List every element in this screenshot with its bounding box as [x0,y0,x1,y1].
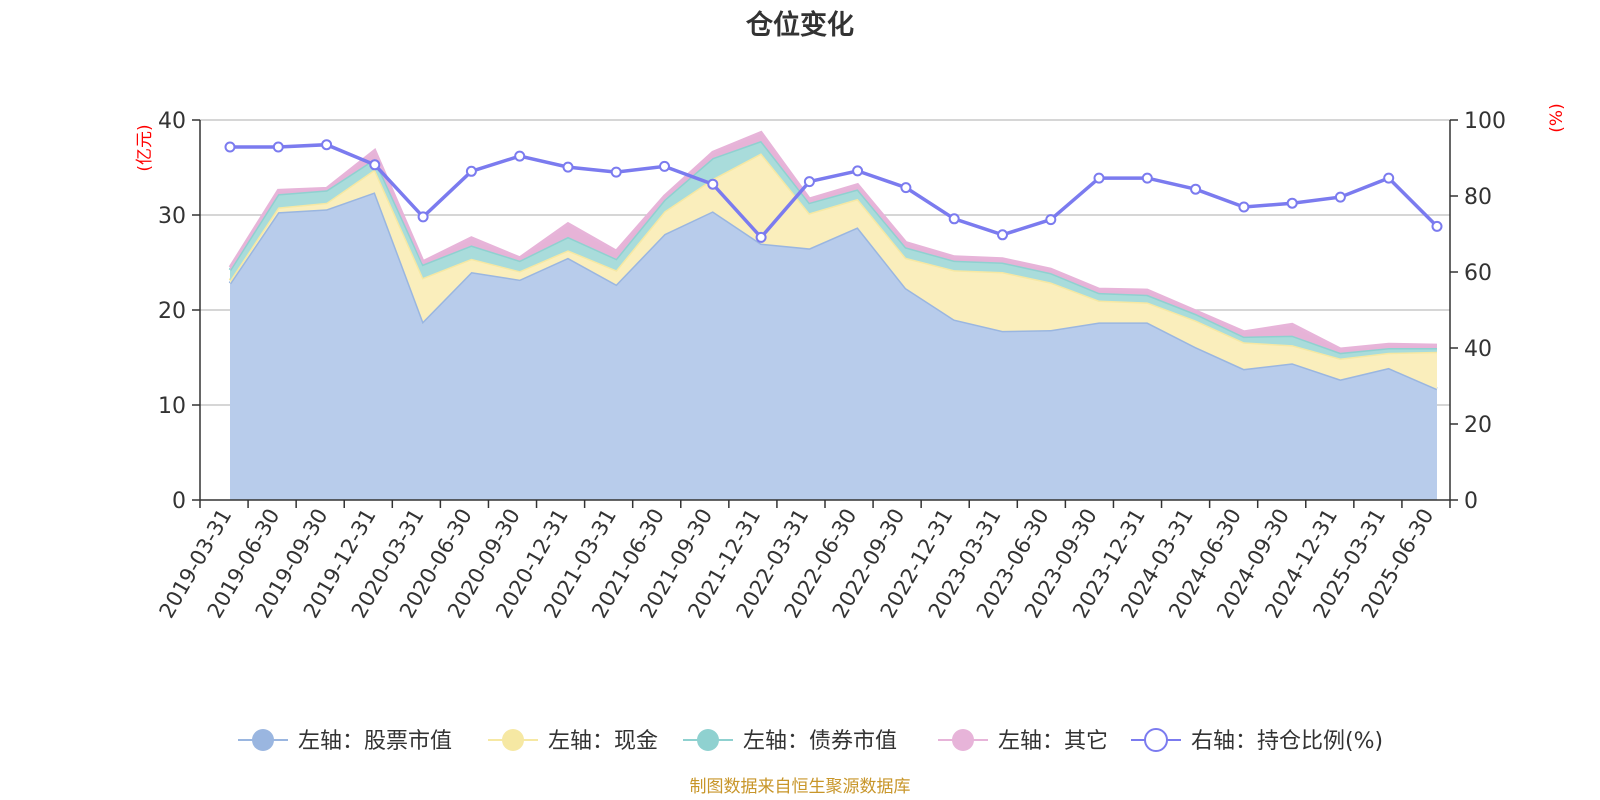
right-y-tick-label: 20 [1464,413,1492,438]
left-y-tick-label: 30 [158,204,186,229]
ratio-line-point [1045,214,1057,226]
left-y-tick-label: 10 [158,394,186,419]
legend-label: 左轴：现金 [548,729,658,754]
area-series-2 [230,153,1437,389]
right-y-tick-label: 40 [1464,337,1492,362]
legend-label: 左轴：债券市值 [743,729,897,754]
ratio-line-point [1431,220,1443,232]
legend-circle-marker [502,729,524,751]
legend-label: 左轴：股票市值 [298,729,452,754]
legend-item-3: 左轴：债券市值 [683,729,897,754]
legend-item-2: 左轴：现金 [488,729,658,754]
legend: 左轴：股票市值 左轴：现金 左轴：债券市值 左轴：其它 右轴：持仓比例(%) [238,728,1383,754]
ratio-line-point [1093,172,1105,184]
legend-item-1: 左轴：股票市值 [238,729,452,754]
ratio-line-point [852,165,864,177]
right-y-tick-label: 80 [1464,185,1492,210]
ratio-line-point [417,211,429,223]
ratio-line-point [1238,201,1250,213]
area-series-4 [230,132,1437,353]
ratio-line-path [230,142,1439,241]
ratio-line-point [465,165,477,177]
legend-item-4: 左轴：其它 [938,729,1108,754]
data-source-note: 制图数据来自恒生聚源数据库 [690,777,911,797]
legend-circle-marker [252,729,274,751]
ratio-line-point [659,160,670,172]
left-y-tick-label: 40 [158,109,186,134]
ratio-line-point [1141,172,1153,184]
ratio-line-point [900,182,912,194]
position-ratio-line [224,139,1443,243]
left-axis-name: (亿元) [135,124,155,171]
ratio-line-point [1383,172,1395,184]
legend-label: 左轴：其它 [998,729,1108,754]
legend-circle-marker [952,729,974,751]
ratio-line-point [997,229,1008,241]
ratio-line-point [514,150,526,162]
ratio-line-point [707,178,719,190]
stacked-areas [228,130,1438,500]
ratio-line-point [369,159,381,171]
legend-label: 右轴：持仓比例(%) [1191,729,1383,754]
right-y-tick-label: 100 [1464,109,1506,134]
ratio-line-point [1190,183,1202,195]
ratio-line-point [272,141,284,153]
ratio-line-point [321,139,333,151]
ratio-line-point [1334,191,1346,203]
ratio-line-point [562,161,574,173]
left-y-tick-label: 0 [172,489,186,514]
ratio-line-point [948,213,960,225]
right-y-tick-label: 60 [1464,261,1492,286]
left-y-tick-label: 20 [158,299,186,324]
chart-title: 仓位变化 [745,9,854,41]
right-axis-name: (%) [1547,103,1567,132]
ratio-line-point [1286,197,1298,209]
ratio-line-point [755,231,767,243]
ratio-line-point [803,176,815,188]
ratio-line-point [610,166,622,178]
legend-item-5: 右轴：持仓比例(%) [1131,728,1383,754]
right-y-tick-label: 0 [1464,489,1478,514]
legend-circle-marker [697,729,719,751]
ratio-line-point [224,141,236,153]
legend-circle-marker [1144,728,1168,752]
area-series-3 [230,140,1437,359]
area-series-edge-4 [228,130,1438,351]
area-series-1 [230,192,1437,500]
